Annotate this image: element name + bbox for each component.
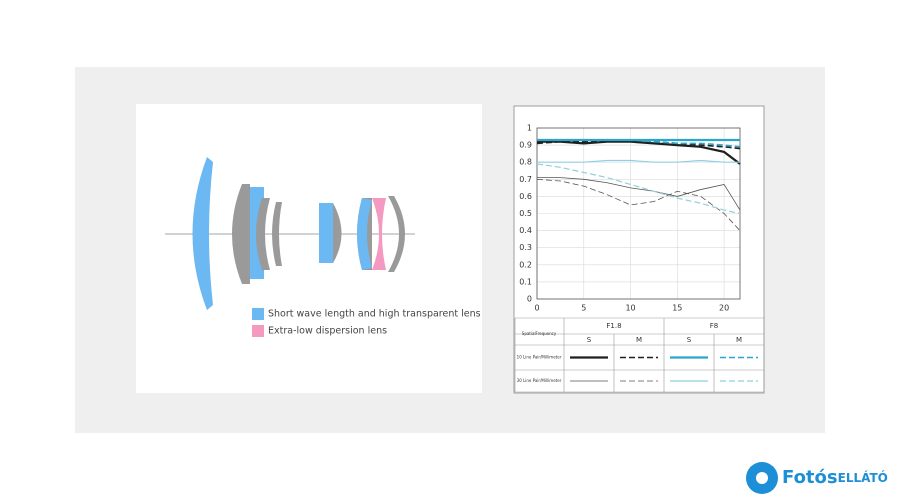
type-label: M <box>636 336 642 344</box>
aperture-label: F8 <box>710 322 718 330</box>
y-tick-label: 0 <box>527 295 532 304</box>
mtf-line <box>536 178 741 231</box>
row-label: 10 Line Pair/Millimeter <box>517 355 562 360</box>
legend-label: Extra-low dispersion lens <box>268 326 387 337</box>
mtf-line <box>537 140 741 165</box>
chart-panel <box>513 105 765 394</box>
y-tick-label: 0.9 <box>519 141 532 150</box>
x-tick-label: 0 <box>534 304 539 313</box>
type-label: S <box>587 336 592 344</box>
mtf-line <box>537 177 741 211</box>
type-label: S <box>687 336 692 344</box>
legend-swatch <box>252 325 264 337</box>
y-tick-label: 0.1 <box>519 277 532 286</box>
mtf-line <box>537 139 741 148</box>
aperture-label: F1.8 <box>606 322 621 330</box>
y-tick-label: 1 <box>527 124 532 133</box>
x-tick-label: 20 <box>719 304 729 313</box>
y-tick-label: 0.3 <box>519 243 532 252</box>
logo-sub-text: ELLÁTÓ <box>838 470 888 485</box>
y-tick-label: 0.7 <box>519 175 532 184</box>
y-tick-label: 0.2 <box>519 260 532 269</box>
logo-main: FotósELLÁTÓ <box>782 467 888 488</box>
type-label: M <box>736 336 742 344</box>
logo: FotósELLÁTÓ <box>746 462 888 494</box>
mtf-line <box>537 159 740 163</box>
lens-panel <box>136 104 482 393</box>
x-tick-label: 5 <box>581 304 586 313</box>
row-label: 30 Line Pair/Millimeter <box>517 378 562 383</box>
x-tick-label: 15 <box>672 304 682 313</box>
lens-diagram <box>165 157 415 310</box>
x-tick-label: 10 <box>625 304 635 313</box>
legend-swatch <box>252 308 264 320</box>
mtf-line <box>536 139 741 150</box>
table-corner: SpatialFrequency <box>522 331 557 336</box>
mtf-line <box>536 163 741 215</box>
logo-main-text: Fotós <box>782 467 838 488</box>
legend-label: Short wave length and high transparent l… <box>268 309 481 320</box>
y-tick-label: 0.4 <box>519 226 532 235</box>
y-tick-label: 0.5 <box>519 209 532 218</box>
y-tick-label: 0.8 <box>519 158 532 167</box>
y-tick-label: 0.6 <box>519 192 532 201</box>
